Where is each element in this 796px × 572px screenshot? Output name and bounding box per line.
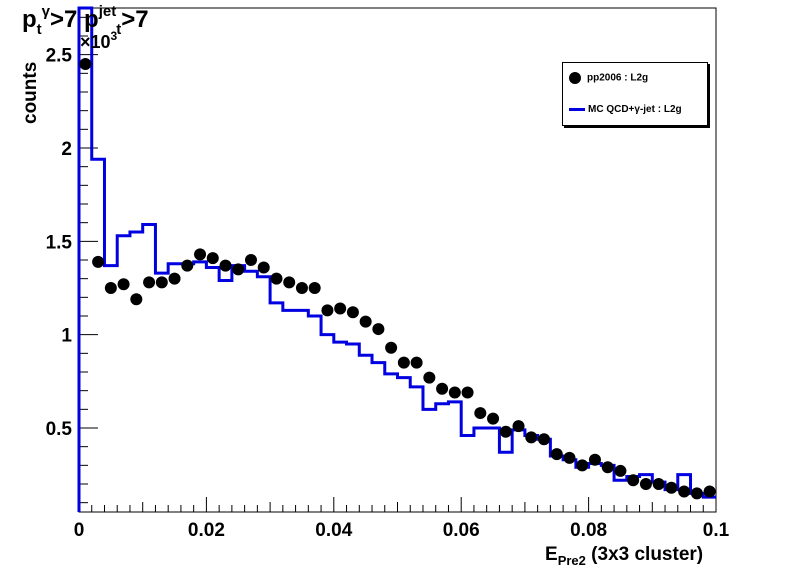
data-point [461,386,474,399]
data-point [614,464,627,477]
xlabel-main: E [545,544,558,565]
x-axis-label: EPre2 (3x3 cluster) [545,544,704,568]
legend-entry-data: pp2006 : L2g [569,72,648,84]
title-gt1: >7 p [50,6,99,33]
line-icon [569,107,585,111]
data-point [550,448,563,461]
data-point [627,474,640,487]
data-point [690,487,703,500]
data-point [385,341,398,354]
data-point [232,263,245,276]
x-tick-label: 0 [74,520,85,541]
data-point [474,407,487,420]
y-tick-label: 2 [61,139,72,160]
title-sup-gamma: γ [41,3,51,20]
x-tick-label: 0.02 [188,520,225,541]
exponent-power: 3 [110,29,118,43]
legend-mc-label: MC QCD+γ-jet : L2g [588,104,682,115]
data-point [194,248,207,261]
y-axis-label: counts [20,61,41,124]
data-point [703,485,716,498]
data-point [410,356,423,369]
data-point [92,255,105,268]
data-point [168,272,181,285]
chart-title: ptγ>7 pjett>7 [22,3,149,38]
data-point [117,278,130,291]
data-point [206,252,219,265]
x-axis-ticks: 0 0.02 0.04 0.06 0.08 0.1 [74,497,730,541]
data-point [219,259,232,272]
data-point [283,276,296,289]
data-point [652,478,665,490]
data-point [244,254,257,266]
title-sub-t: t [36,21,42,38]
y-axis-ticks: 0.5 1 1.5 2 2.5 [46,16,98,504]
x-tick-label: 0.06 [443,520,480,541]
data-point [346,306,359,319]
xlabel-rest: (3x3 cluster) [585,544,704,565]
data-point [538,433,551,446]
data-point [181,259,194,272]
x-tick-label: 0.08 [570,520,607,541]
title-gt2: >7 [121,6,149,33]
title-sup-jet: jet [98,3,117,20]
data-point [130,293,143,306]
y-tick-label: 0.5 [46,419,73,440]
exponent-base: ×10 [80,32,111,52]
data-point [499,425,512,438]
data-point [372,323,385,336]
data-point [334,302,347,315]
data-point [563,451,576,464]
data-point [512,420,525,433]
data-point [79,58,92,70]
data-point [257,261,270,274]
y-tick-label: 1 [61,326,72,347]
data-point [639,478,652,490]
y-tick-label: 2.5 [46,46,73,67]
data-point [270,272,283,285]
data-point [155,276,168,289]
data-point [295,282,308,294]
data-series [79,58,716,500]
data-point [423,371,436,384]
data-point [487,412,500,425]
data-point [143,276,156,289]
data-point [678,485,691,498]
data-point [576,459,589,472]
data-point [359,315,372,328]
xlabel-sub: Pre2 [557,553,586,568]
data-point [525,431,538,444]
legend-entry-mc: MC QCD+γ-jet : L2g [569,104,682,115]
title-p: p [22,6,37,33]
marker-dot-icon [569,72,581,84]
x-tick-label: 0.1 [703,520,730,541]
legend-data-label: pp2006 : L2g [587,72,649,84]
title-sub-t2: t [116,21,122,38]
x-tick-label: 0.04 [315,520,352,541]
data-point [321,304,334,317]
axis-exponent: ×103 [80,29,118,53]
data-point [448,386,461,399]
data-point [104,282,117,294]
data-point [436,382,449,395]
data-point [665,481,678,494]
data-point [588,453,601,466]
data-point [601,461,614,474]
data-point [397,356,410,369]
data-point [308,282,321,294]
legend: pp2006 : L2g MC QCD+γ-jet : L2g [562,62,708,126]
y-tick-label: 1.5 [46,232,73,253]
